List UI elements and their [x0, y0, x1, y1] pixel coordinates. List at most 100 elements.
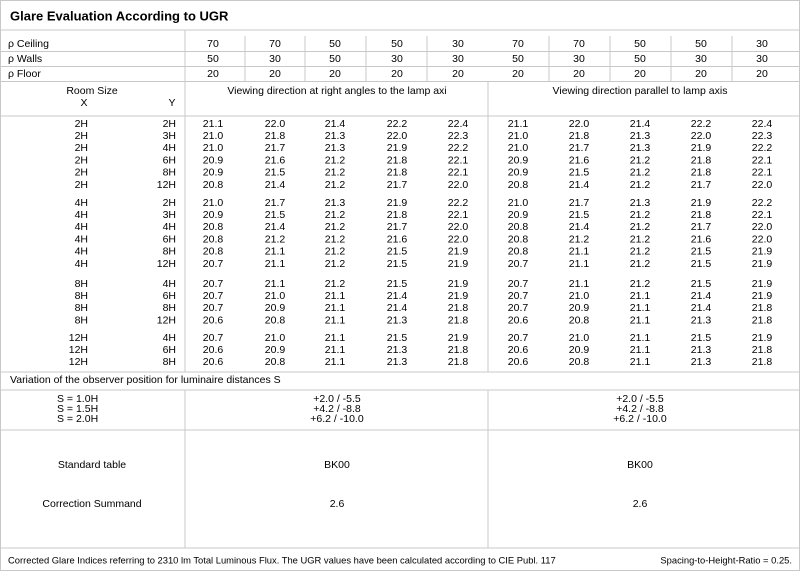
ugr-value: 21.9: [448, 278, 469, 290]
variation-value: +2.0 / -5.5: [616, 393, 664, 405]
reflectance-label: ρ Floor: [8, 68, 41, 80]
footer-ratio: Spacing-to-Height-Ratio = 0.25.: [660, 554, 792, 565]
room-x: 2H: [75, 142, 88, 154]
ugr-value: 21.7: [387, 221, 408, 233]
room-x: 8H: [75, 314, 88, 326]
ugr-value: 20.6: [203, 356, 224, 368]
room-x: 4H: [75, 246, 88, 258]
ugr-value: 20.8: [203, 246, 224, 258]
reflectance-value: 50: [512, 53, 524, 65]
ugr-value: 21.4: [265, 179, 286, 191]
ugr-value: 21.8: [569, 130, 590, 142]
ugr-value: 21.3: [630, 142, 651, 154]
ugr-value: 20.9: [508, 154, 529, 166]
ugr-value: 21.2: [630, 154, 651, 166]
room-y: 6H: [163, 154, 176, 166]
ugr-value: 21.3: [325, 142, 346, 154]
ugr-value: 21.0: [508, 142, 529, 154]
ugr-value: 22.0: [448, 221, 469, 233]
reflectance-value: 20: [269, 68, 281, 80]
ugr-value: 21.6: [387, 233, 408, 245]
ugr-value: 20.6: [508, 314, 529, 326]
ugr-value: 20.9: [203, 154, 224, 166]
ugr-value: 21.1: [508, 118, 529, 130]
standard-table-label: Standard table: [58, 459, 126, 471]
ugr-value: 21.8: [387, 167, 408, 179]
ugr-value: 21.6: [569, 154, 590, 166]
ugr-value: 21.8: [752, 314, 773, 326]
room-x: 2H: [75, 118, 88, 130]
reflectance-value: 30: [756, 53, 768, 65]
ugr-value: 22.4: [752, 118, 773, 130]
ugr-value: 20.6: [508, 356, 529, 368]
ugr-value: 21.1: [630, 302, 651, 314]
ugr-value: 20.7: [508, 258, 529, 270]
ugr-value: 20.7: [203, 258, 224, 270]
reflectance-value: 20: [756, 68, 768, 80]
ugr-value: 21.7: [265, 197, 286, 209]
ugr-value: 22.1: [752, 209, 773, 221]
ugr-value: 21.2: [265, 233, 286, 245]
ugr-value: 20.7: [508, 332, 529, 344]
ugr-value: 21.3: [630, 197, 651, 209]
reflectance-label: ρ Walls: [8, 53, 42, 65]
ugr-value: 21.7: [265, 142, 286, 154]
ugr-value: 21.0: [203, 130, 224, 142]
ugr-value: 21.9: [448, 290, 469, 302]
room-x: 12H: [69, 356, 88, 368]
ugr-value: 22.0: [265, 118, 286, 130]
ugr-value: 20.8: [569, 356, 590, 368]
ugr-value: 21.5: [691, 246, 712, 258]
room-y: 8H: [163, 302, 176, 314]
ugr-value: 22.0: [387, 130, 408, 142]
ugr-value: 21.9: [752, 246, 773, 258]
reflectance-value: 20: [634, 68, 646, 80]
room-x: 4H: [75, 221, 88, 233]
room-size: Room Size: [66, 85, 118, 97]
room-y: 8H: [163, 246, 176, 258]
ugr-value: 22.4: [448, 118, 469, 130]
ugr-value: 21.0: [508, 130, 529, 142]
ugr-value: 21.2: [325, 167, 346, 179]
ugr-value: 21.3: [387, 356, 408, 368]
ugr-value: 22.0: [752, 179, 773, 191]
ugr-value: 21.1: [265, 258, 286, 270]
ugr-value: 20.8: [203, 233, 224, 245]
reflectance-value: 50: [634, 38, 646, 50]
ugr-value: 20.7: [508, 278, 529, 290]
ugr-value: 21.9: [691, 197, 712, 209]
room-x: 4H: [75, 258, 88, 270]
reflectance-value: 70: [512, 38, 524, 50]
reflectance-value: 20: [512, 68, 524, 80]
room-x: 8H: [75, 278, 88, 290]
ugr-value: 21.2: [325, 233, 346, 245]
ugr-value: 22.2: [752, 197, 773, 209]
ugr-value: 21.2: [325, 258, 346, 270]
ugr-value: 21.9: [448, 258, 469, 270]
ugr-value: 21.9: [387, 142, 408, 154]
ugr-value: 21.7: [569, 197, 590, 209]
ugr-value: 21.9: [752, 332, 773, 344]
reflectance-value: 30: [452, 38, 464, 50]
reflectance-value: 50: [329, 53, 341, 65]
ugr-value: 20.7: [203, 278, 224, 290]
ugr-value: 22.0: [691, 130, 712, 142]
ugr-value: 21.1: [630, 290, 651, 302]
ugr-value: 21.4: [569, 221, 590, 233]
ugr-value: 21.2: [630, 221, 651, 233]
ugr-value: 21.5: [691, 332, 712, 344]
ugr-value: 21.1: [265, 246, 286, 258]
ugr-value: 22.3: [448, 130, 469, 142]
ugr-value: 20.8: [508, 233, 529, 245]
variation-value: +4.2 / -8.8: [313, 403, 361, 415]
ugr-value: 21.5: [569, 209, 590, 221]
ugr-value: 22.2: [752, 142, 773, 154]
variation-value: +6.2 / -10.0: [310, 413, 364, 425]
ugr-value: 21.1: [325, 332, 346, 344]
room-y: 4H: [163, 278, 176, 290]
ugr-value: 21.2: [630, 258, 651, 270]
ugr-value: 21.8: [448, 302, 469, 314]
ugr-value: 21.8: [448, 356, 469, 368]
room-y: 2H: [163, 118, 176, 130]
reflectance-value: 20: [695, 68, 707, 80]
